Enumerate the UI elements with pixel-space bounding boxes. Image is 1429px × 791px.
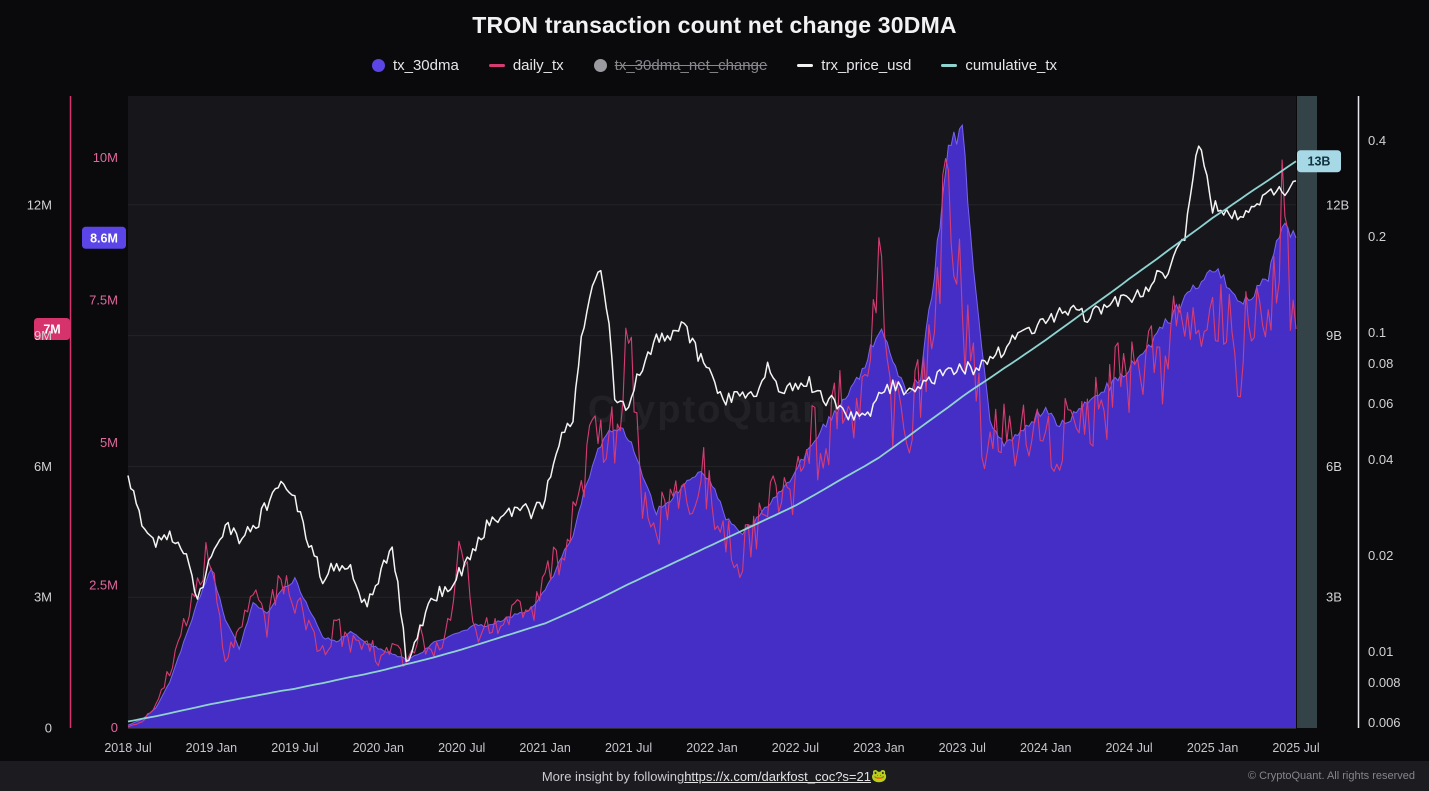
y-axis-ticks: 0.4 0.2 0.1 0.08 0.06 0.04 0.02 0.01 0.008 0.006	[1368, 133, 1401, 730]
series-trx_price_usd	[127, 145, 1297, 663]
axis-tick-label: 0.2	[1368, 229, 1386, 244]
y-axis-ticks: 0 3M 6M 9M 12M	[27, 197, 52, 735]
axis-tick-label: 2.5M	[89, 578, 118, 593]
cumulative_tx-legend-marker-icon	[941, 64, 958, 67]
axis-tick-label: 0.006	[1368, 715, 1401, 730]
axis-tick-label: 7.5M	[89, 293, 118, 308]
x-tick-label: 2021 Jul	[605, 741, 652, 755]
series-daily_tx	[127, 158, 1297, 728]
x-tick-label: 2023 Jul	[939, 741, 986, 755]
axis-tick-label: 12B	[1326, 197, 1349, 212]
x-tick-label: 2024 Jan	[1020, 741, 1071, 755]
axis-tick-label: 0.4	[1368, 133, 1386, 148]
cryptoquant-watermark: CryptoQuant	[588, 389, 842, 431]
trx_price_usd-legend-marker-icon	[797, 64, 814, 67]
axis-tick-label: 3M	[34, 590, 52, 605]
chart-canvas[interactable]: CryptoQuant 8.6M 7M 13B 0 3M 6M 9M 12M 0 2.5M 5M 7.5…	[0, 0, 1429, 761]
x-tick-label: 2019 Jan	[186, 741, 237, 755]
footer-promo-text: More insight by following	[541, 768, 685, 784]
legend-label-daily_tx: daily_tx	[512, 57, 564, 74]
legend-item-daily_tx[interactable]: daily_tx	[488, 57, 564, 74]
axis-tick-label: 5M	[100, 435, 118, 450]
legend-item-cumulative_tx[interactable]: cumulative_tx	[941, 57, 1057, 74]
svg-text:8.6M: 8.6M	[90, 231, 118, 245]
axis-tick-label: 12M	[27, 197, 52, 212]
legend-label-trx_price_usd: trx_price_usd	[821, 57, 912, 74]
footer-bar: More insight by following https://x.com/…	[0, 761, 1429, 791]
x-tick-label: 2023 Jan	[853, 741, 904, 755]
tx_30dma-legend-marker-icon	[371, 59, 385, 72]
legend-label-cumulative_tx: cumulative_tx	[965, 57, 1058, 74]
axis-badge-tx_30dma: 8.6M	[82, 226, 126, 249]
axis-tick-label: 0	[111, 720, 118, 735]
axis-tick-label: 6M	[34, 459, 52, 474]
copyright: © CryptoQuant. All rights reserved	[1247, 770, 1415, 782]
x-axis-ticks: 2018 Jul 2019 Jan 2019 Jul 2020 Jan 2020 Jul…	[104, 741, 1319, 755]
axis-tick-label: 0.1	[1368, 325, 1386, 340]
axis-tick-label: 3B	[1326, 590, 1342, 605]
legend-label-tx_30dma_net_change: tx_30dma_net_change	[614, 57, 768, 74]
axis-tick-label: 0	[45, 721, 52, 736]
legend: tx_30dma daily_tx tx_30dma_net_change trx_p…	[0, 57, 1429, 74]
y-axis-ticks: 3B 6B 9B 12B	[1326, 197, 1349, 604]
x-tick-label: 2025 Jan	[1187, 741, 1238, 755]
cumulative-axis-highlight[interactable]	[1297, 96, 1317, 728]
axis-tick-label: 10M	[93, 150, 118, 165]
series-area-tx_30dma	[128, 125, 1296, 728]
legend-label-tx_30dma: tx_30dma	[392, 57, 459, 74]
tx_30dma_net_change-legend-marker-icon	[593, 59, 607, 72]
x-tick-label: 2022 Jan	[686, 741, 737, 755]
svg-text:7M: 7M	[43, 323, 60, 337]
daily_tx-legend-marker-icon	[488, 64, 505, 67]
x-tick-label: 2020 Jul	[438, 741, 485, 755]
x-tick-label: 2018 Jul	[104, 741, 151, 755]
x-tick-label: 2025 Jul	[1272, 741, 1319, 755]
axis-tick-label: 9M	[34, 328, 52, 343]
svg-text:13B: 13B	[1308, 155, 1331, 169]
x-tick-label: 2020 Jan	[353, 741, 404, 755]
footer-promo-link[interactable]: https://x.com/darkfost_coc?s=21	[684, 768, 871, 784]
axis-tick-label: 0.04	[1368, 452, 1393, 467]
series-cumulative_tx	[127, 160, 1297, 723]
axis-tick-label: 0.06	[1368, 396, 1393, 411]
axis-tick-label: 0.01	[1368, 644, 1393, 659]
axis-badge-daily_tx: 7M	[34, 318, 70, 340]
axis-tick-label: 0.02	[1368, 548, 1393, 563]
x-tick-label: 2024 Jul	[1105, 741, 1152, 755]
x-tick-label: 2022 Jul	[772, 741, 819, 755]
y-axis-ticks: 0 2.5M 5M 7.5M 10M	[89, 150, 118, 735]
axis-tick-label: 0.008	[1368, 675, 1401, 690]
axis-tick-label: 9B	[1326, 328, 1342, 343]
legend-item-tx_30dma[interactable]: tx_30dma	[371, 57, 459, 74]
legend-item-tx_30dma_net_change[interactable]: tx_30dma_net_change	[593, 57, 768, 74]
axis-badge-cumulative_tx: 13B	[1297, 150, 1341, 173]
series-outline-tx_30dma	[127, 123, 1297, 726]
chart-title: TRON transaction count net change 30DMA	[472, 12, 957, 38]
x-tick-label: 2021 Jan	[519, 741, 570, 755]
axis-tick-label: 6B	[1326, 459, 1342, 474]
axis-tick-label: 0.08	[1368, 356, 1393, 371]
x-tick-label: 2019 Jul	[271, 741, 318, 755]
legend-item-trx_price_usd[interactable]: trx_price_usd	[797, 57, 911, 74]
frog-emoji: 🐸	[870, 768, 888, 783]
